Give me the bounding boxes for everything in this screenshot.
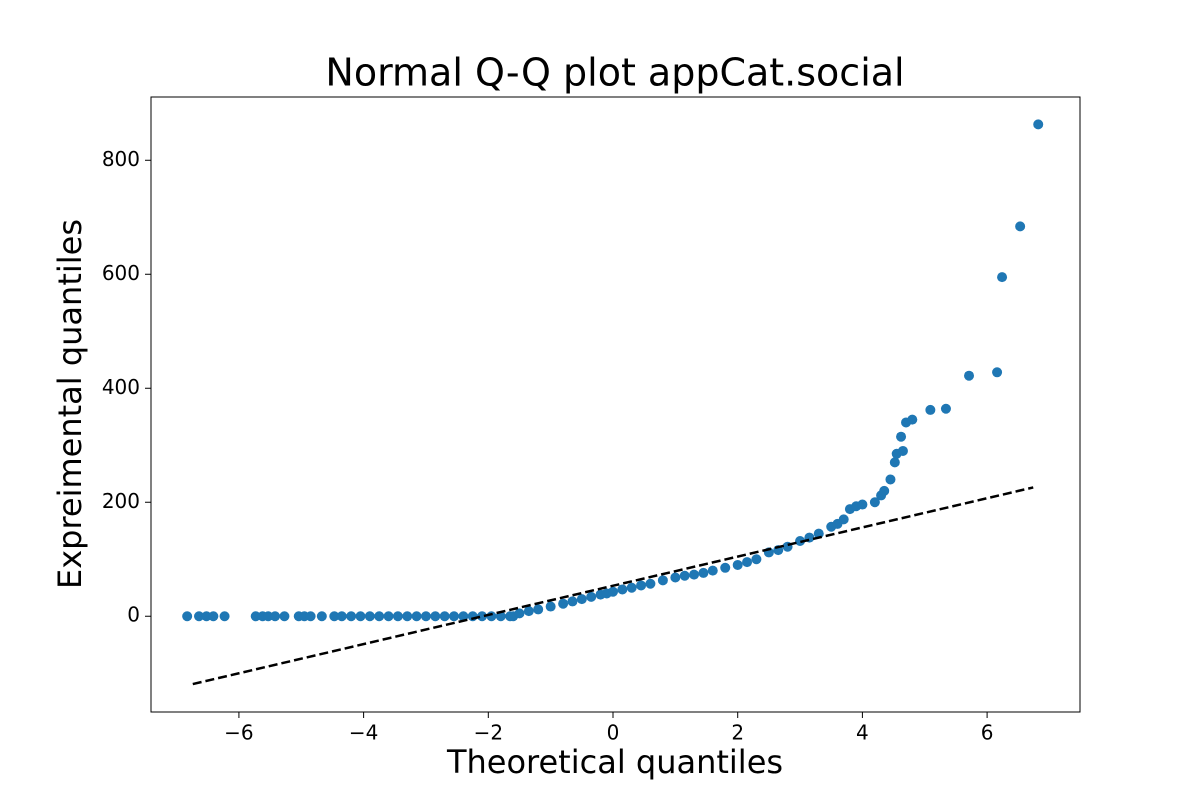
point (458, 611, 469, 622)
y-tick-label: 0 (127, 603, 140, 627)
point (707, 565, 718, 576)
point (329, 611, 340, 622)
point (889, 457, 900, 468)
point (364, 611, 375, 622)
point (279, 611, 290, 622)
point (477, 611, 488, 622)
point (925, 404, 936, 415)
point (679, 570, 690, 581)
point (402, 611, 413, 622)
point (533, 604, 544, 615)
point (885, 474, 896, 485)
point (355, 611, 366, 622)
point (1033, 119, 1044, 130)
point (992, 367, 1003, 378)
point (250, 611, 261, 622)
point (411, 611, 422, 622)
point (608, 586, 619, 597)
x-tick-label: −6 (224, 721, 253, 745)
point (869, 497, 880, 508)
x-tick-label: −4 (349, 721, 378, 745)
x-tick-label: 6 (981, 721, 994, 745)
point (449, 611, 460, 622)
point (545, 601, 556, 612)
point (689, 569, 700, 580)
y-tick-label: 800 (102, 147, 140, 171)
point (194, 611, 205, 622)
point (1015, 221, 1026, 232)
point (896, 431, 907, 442)
point (182, 611, 193, 622)
point (857, 499, 868, 510)
reference-line (192, 486, 1034, 686)
x-tick-label: 2 (731, 721, 744, 745)
x-axis-label: Theoretical quantiles (446, 743, 783, 781)
point (617, 584, 628, 595)
point (907, 414, 918, 425)
point (997, 272, 1008, 283)
point (751, 554, 762, 565)
point (879, 485, 890, 496)
point (201, 611, 212, 622)
point (305, 611, 316, 622)
point (208, 611, 219, 622)
point (263, 611, 274, 622)
plot-frame (150, 96, 1081, 713)
point (558, 598, 569, 609)
point (270, 611, 281, 622)
x-tick-label: 0 (607, 721, 620, 745)
point (567, 596, 578, 607)
point (657, 575, 668, 586)
point (420, 611, 431, 622)
point (645, 578, 656, 589)
x-tick-label: −2 (474, 721, 503, 745)
x-tick-label: 4 (856, 721, 869, 745)
point (732, 559, 743, 570)
point (392, 611, 403, 622)
point (698, 567, 709, 578)
point (430, 611, 441, 622)
point (897, 445, 908, 456)
point (383, 611, 394, 622)
point (742, 557, 753, 568)
point (374, 611, 385, 622)
y-tick-label: 400 (102, 375, 140, 399)
point (219, 611, 230, 622)
point (670, 572, 681, 583)
point (838, 514, 849, 525)
point (795, 536, 806, 547)
point (514, 608, 525, 619)
point (316, 611, 327, 622)
y-tick-label: 600 (102, 261, 140, 285)
point (626, 582, 637, 593)
point (576, 594, 587, 605)
point (940, 403, 951, 414)
y-tick-label: 200 (102, 489, 140, 513)
point (964, 370, 975, 381)
point (523, 606, 534, 617)
point (336, 611, 347, 622)
point (586, 591, 597, 602)
point (346, 611, 357, 622)
chart-title: Normal Q-Q plot appCat.social (325, 51, 904, 95)
y-axis-label: Expreimental quantiles (51, 219, 89, 589)
point (720, 562, 731, 573)
point (439, 611, 450, 622)
point (636, 580, 647, 591)
